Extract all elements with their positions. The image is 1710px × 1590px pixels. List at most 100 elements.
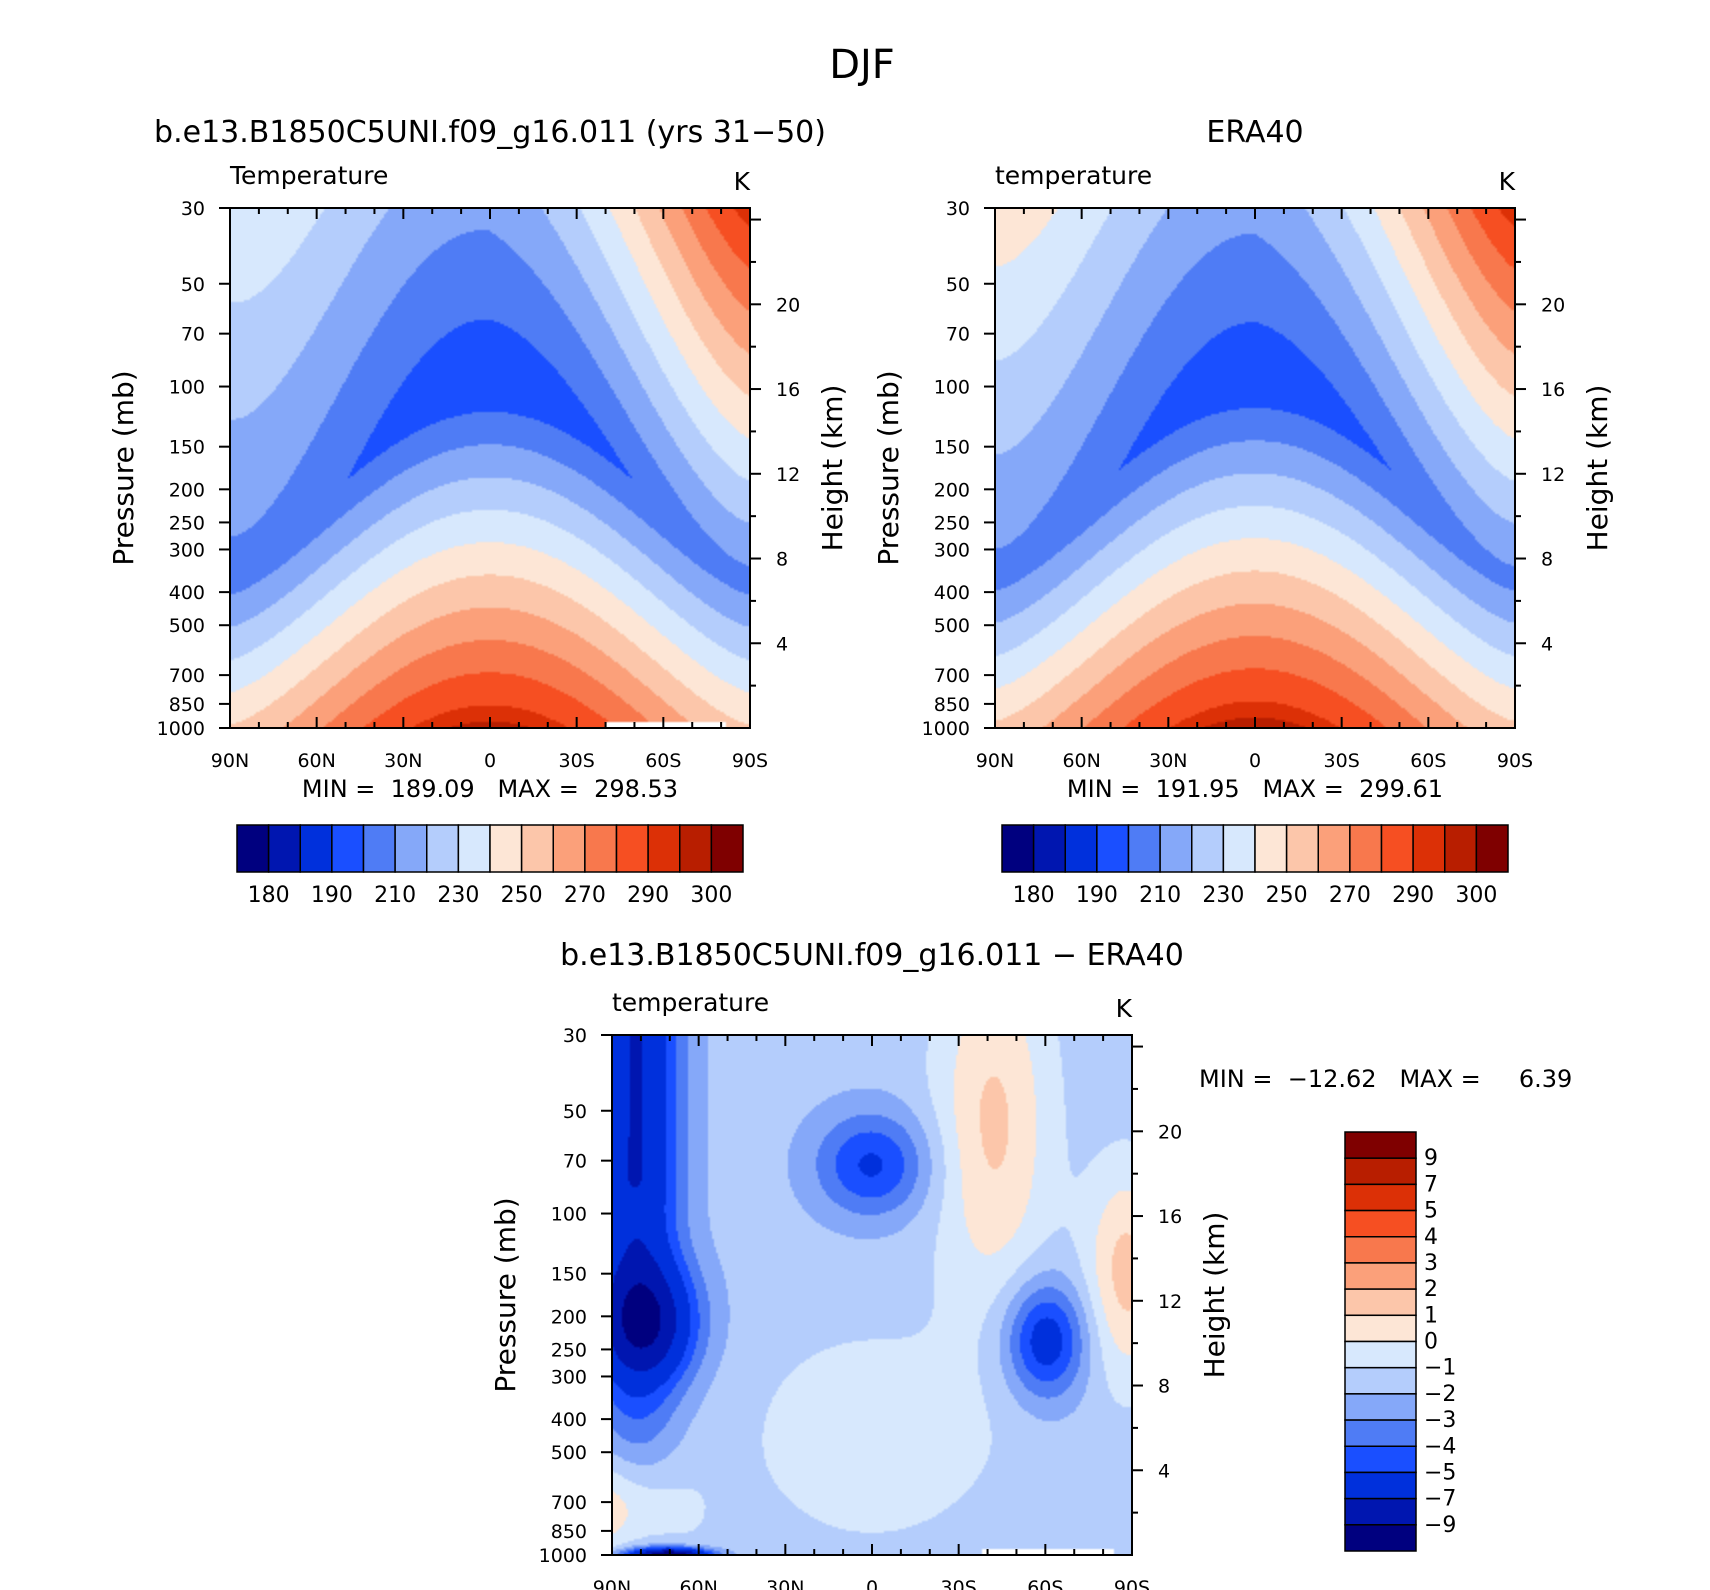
y-tick-label: 50 [181,274,205,296]
x-tick-label: 90N [593,1577,631,1590]
panel-model-plot [230,208,750,728]
colorbar-label: 180 [1013,883,1055,908]
panel-model-title: b.e13.B1850C5UNI.f09_g16.011 (yrs 31−50) [154,115,826,150]
y-tick-label: 700 [551,1492,587,1514]
y-tick-label: 100 [551,1204,587,1226]
y-tick-label: 500 [169,615,205,637]
colorbar-box [647,824,681,873]
x-tick-label: 30N [1149,750,1187,772]
colorbar-box [362,824,396,873]
colorbar-label: 270 [564,883,606,908]
height-tick-label: 16 [776,379,800,401]
colorbar-box [1254,824,1288,873]
colorbar-label: 210 [1139,883,1181,908]
x-tick-label: 90S [1114,1577,1150,1590]
colorbar-box [1349,824,1383,873]
panel-obs-ylabel-right: Height (km) [1581,385,1614,552]
colorbar-box [1127,824,1161,873]
colorbar-label: 270 [1329,883,1371,908]
y-tick-label: 700 [169,665,205,687]
colorbar-box [1380,824,1414,873]
colorbar-label: 230 [1202,883,1244,908]
x-tick-label: 30N [766,1577,804,1590]
colorbar-box [1344,1157,1417,1186]
colorbar-label: −7 [1424,1487,1456,1512]
colorbar-box [489,824,523,873]
y-tick-label: 300 [169,539,205,561]
panel-model-min-max: MIN = 189.09 MAX = 298.53 [302,775,678,803]
y-tick-label: 70 [181,324,205,346]
y-tick-label: 150 [169,437,205,459]
colorbar-label: 290 [1392,883,1434,908]
colorbar-box [1344,1445,1417,1474]
panel-model-left-string: Temperature [229,161,388,190]
colorbar-box [1064,824,1098,873]
y-tick-label: 1000 [157,718,205,740]
x-tick-label: 60S [1027,1577,1063,1590]
panel-model-colorbar: 180 190 210 230 250 270 290 300 [236,824,744,908]
colorbar-box [236,824,270,873]
height-tick-label: 4 [776,633,788,655]
height-tick-label: 20 [1541,294,1565,316]
colorbar-label: −9 [1424,1513,1456,1538]
y-tick-label: 100 [934,377,970,399]
height-tick-label: 4 [1158,1460,1170,1482]
panel-obs: ERA40 temperature K 90N 60N 30N 0 30S 60S 90S 3… [872,115,1614,908]
colorbar-label: 3 [1424,1251,1438,1276]
colorbar-label: 7 [1424,1172,1438,1197]
x-tick-label: 90S [1497,750,1533,772]
colorbar-label: 190 [311,883,353,908]
height-tick-label: 8 [776,549,788,571]
colorbar-box [584,824,618,873]
height-tick-label: 8 [1541,549,1553,571]
panel-diff-min-max: MIN = −12.62 MAX = 6.39 [1199,1065,1572,1093]
panel-diff-axes: 90N 60N 30N 0 30S 60S 90S 30 50 70 100 150 200 250 300… [539,1025,1183,1590]
panel-model: b.e13.B1850C5UNI.f09_g16.011 (yrs 31−50)… [107,115,849,908]
colorbar-box [1344,1314,1417,1343]
y-tick-label: 1000 [922,718,970,740]
colorbar-label: 5 [1424,1199,1438,1224]
colorbar-box [615,824,649,873]
panel-diff-contour-field [612,1035,1132,1555]
colorbar-label: −1 [1424,1356,1456,1381]
colorbar-box [1344,1524,1417,1552]
y-tick-label: 850 [169,694,205,716]
y-tick-label: 500 [934,615,970,637]
colorbar-box [1344,1209,1417,1238]
x-tick-label: 30S [1324,750,1360,772]
colorbar-label: 300 [1455,883,1497,908]
height-tick-label: 12 [776,464,800,486]
colorbar-box [267,824,301,873]
y-tick-label: 50 [563,1101,587,1123]
x-tick-label: 60N [679,1577,717,1590]
colorbar-box [299,824,333,873]
panel-obs-min-max: MIN = 191.95 MAX = 299.61 [1067,775,1443,803]
height-tick-label: 12 [1541,464,1565,486]
colorbar-box [1096,824,1130,873]
colorbar-label: −3 [1424,1408,1456,1433]
x-tick-label: 30S [559,750,595,772]
colorbar-box [1317,824,1351,873]
y-tick-label: 200 [934,479,970,501]
colorbar-label: 250 [501,883,543,908]
colorbar-label: −5 [1424,1460,1456,1485]
colorbar-label: 9 [1424,1146,1438,1171]
y-tick-label: 500 [551,1442,587,1464]
panel-obs-axes: 90N 60N 30N 0 30S 60S 90S 30 50 70 100 150 200 250 300… [922,198,1566,772]
panel-diff-plot [612,1035,1132,1555]
colorbar-box [1344,1497,1417,1526]
panel-diff: b.e13.B1850C5UNI.f09_g16.011 − ERA40 tem… [489,938,1572,1590]
height-tick-label: 4 [1541,633,1553,655]
colorbar-label: 2 [1424,1277,1438,1302]
colorbar-box [1344,1366,1417,1395]
colorbar-box [1344,1393,1417,1421]
colorbar-box [1344,1288,1417,1317]
colorbar-box [1159,824,1193,873]
colorbar-box [1001,824,1035,873]
x-tick-label: 60S [1410,750,1446,772]
height-tick-label: 16 [1158,1206,1182,1228]
y-tick-label: 200 [169,479,205,501]
panel-obs-units: K [1499,167,1516,196]
x-tick-label: 30S [941,1577,977,1590]
